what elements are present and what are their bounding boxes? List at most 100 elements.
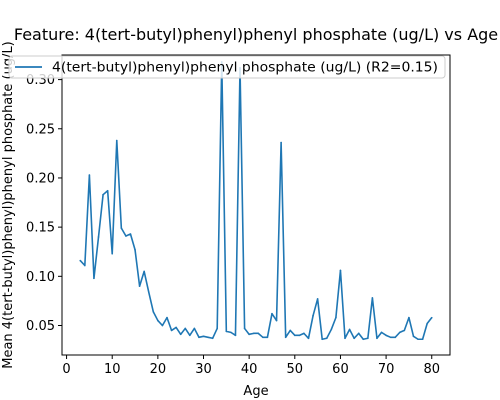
data-point bbox=[307, 337, 310, 340]
data-point bbox=[102, 193, 104, 196]
x-tick-label: 0 bbox=[62, 362, 70, 377]
legend-label: 4(tert-butyl)phenyl)phenyl phosphate (ug… bbox=[52, 61, 438, 76]
data-point bbox=[93, 277, 95, 280]
data-point bbox=[421, 338, 424, 341]
data-point bbox=[243, 327, 246, 330]
data-point bbox=[179, 333, 182, 336]
data-point bbox=[111, 252, 114, 255]
plot-area bbox=[79, 61, 433, 341]
x-axis-label: Age bbox=[243, 384, 268, 399]
data-point bbox=[138, 285, 141, 287]
data-point bbox=[266, 336, 269, 339]
data-point bbox=[193, 327, 196, 330]
data-point bbox=[412, 335, 415, 338]
data-point bbox=[147, 291, 150, 293]
x-tick-label: 70 bbox=[378, 362, 395, 377]
data-point bbox=[398, 331, 401, 334]
data-point bbox=[161, 324, 164, 327]
data-point bbox=[120, 227, 123, 229]
data-point bbox=[234, 334, 237, 337]
x-tick-label: 20 bbox=[150, 362, 167, 377]
data-point bbox=[184, 327, 187, 330]
data-point bbox=[211, 337, 214, 340]
data-point bbox=[312, 314, 314, 317]
x-tick-label: 80 bbox=[423, 362, 440, 377]
y-tick-label: 0.25 bbox=[26, 122, 55, 137]
data-point bbox=[157, 319, 159, 322]
data-point bbox=[125, 235, 127, 237]
data-point bbox=[294, 334, 296, 337]
data-point bbox=[257, 332, 260, 335]
data-point bbox=[330, 328, 333, 331]
data-point bbox=[275, 319, 278, 322]
data-point bbox=[198, 336, 200, 339]
data-point bbox=[262, 336, 264, 339]
data-point bbox=[79, 259, 82, 262]
data-point bbox=[134, 248, 136, 251]
data-point bbox=[353, 337, 355, 340]
data-point bbox=[348, 328, 351, 331]
data-point bbox=[376, 337, 378, 340]
y-tick-label: 0.05 bbox=[26, 319, 55, 334]
data-point bbox=[303, 332, 305, 335]
data-point bbox=[344, 337, 346, 340]
legend: 4(tert-butyl)phenyl)phenyl phosphate (ug… bbox=[8, 55, 446, 79]
data-point bbox=[106, 189, 109, 192]
data-point bbox=[316, 298, 319, 300]
data-point bbox=[230, 331, 232, 334]
data-point bbox=[170, 329, 173, 332]
data-point bbox=[225, 330, 228, 333]
chart-title: Feature: 4(tert-butyl)phenyl)phenyl phos… bbox=[14, 25, 498, 44]
data-point bbox=[271, 312, 273, 315]
data-point bbox=[84, 264, 86, 267]
data-point bbox=[97, 236, 100, 238]
data-point bbox=[426, 322, 428, 325]
y-tick-label: 0.10 bbox=[26, 270, 55, 285]
data-point bbox=[152, 310, 155, 313]
data-point bbox=[252, 332, 255, 335]
data-point bbox=[325, 337, 328, 340]
y-tick-label: 0.15 bbox=[26, 221, 55, 236]
data-point bbox=[417, 338, 419, 341]
data-point bbox=[385, 334, 387, 337]
data-point bbox=[189, 334, 191, 337]
data-point bbox=[207, 336, 209, 339]
data-point bbox=[403, 329, 406, 332]
legend-box bbox=[8, 55, 446, 79]
data-point bbox=[88, 174, 91, 176]
axes-frame bbox=[61, 54, 451, 356]
x-tick-label: 10 bbox=[104, 362, 121, 377]
data-point bbox=[289, 329, 292, 332]
data-point bbox=[394, 336, 397, 339]
x-tick-label: 30 bbox=[195, 362, 212, 377]
data-point bbox=[298, 334, 301, 337]
data-point bbox=[284, 336, 287, 339]
x-tick-label: 50 bbox=[287, 362, 304, 377]
y-tick-label: 0.20 bbox=[26, 171, 55, 186]
x-axis: 0 10 20 30 40 50 60 70 80 bbox=[62, 355, 440, 377]
data-point bbox=[216, 327, 218, 330]
data-point bbox=[129, 233, 132, 235]
data-point bbox=[380, 331, 383, 334]
data-point bbox=[367, 337, 369, 340]
data-point bbox=[115, 139, 118, 142]
series-line bbox=[79, 61, 433, 341]
data-point bbox=[321, 338, 323, 341]
x-tick-label: 40 bbox=[241, 362, 258, 377]
data-point bbox=[202, 335, 205, 338]
data-point bbox=[175, 326, 177, 329]
data-point bbox=[371, 297, 374, 299]
data-point bbox=[408, 316, 410, 319]
data-point bbox=[280, 141, 282, 144]
data-point bbox=[143, 270, 145, 273]
data-point bbox=[389, 336, 392, 339]
data-point bbox=[335, 316, 337, 319]
x-tick-label: 60 bbox=[332, 362, 349, 377]
data-point bbox=[430, 316, 433, 319]
data-point bbox=[248, 333, 250, 336]
data-point bbox=[339, 269, 342, 272]
data-point bbox=[362, 338, 365, 341]
data-point bbox=[166, 316, 168, 319]
y-axis: 0.050.100.150.200.250.30 bbox=[26, 73, 62, 334]
